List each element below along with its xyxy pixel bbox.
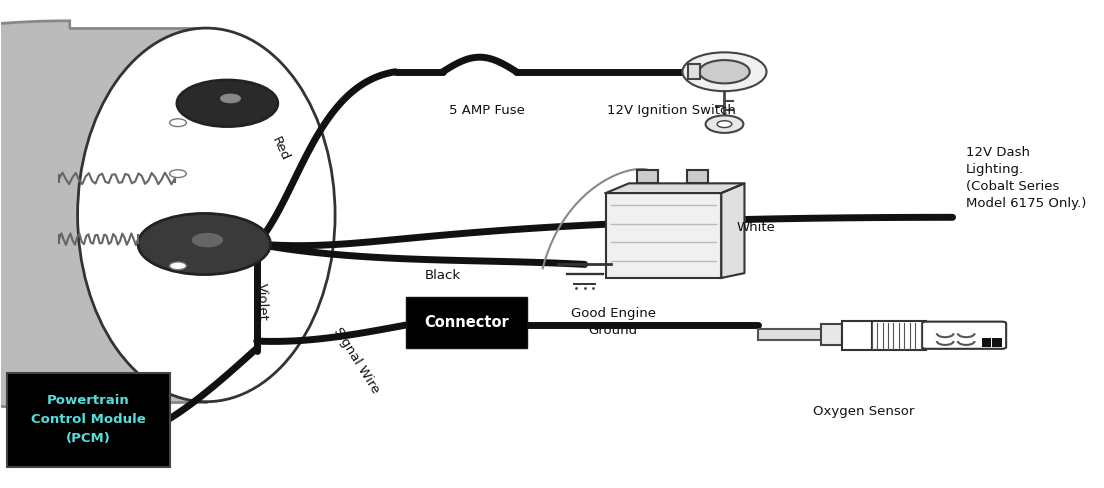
Text: 5 AMP Fuse: 5 AMP Fuse	[449, 104, 524, 117]
Text: Black: Black	[425, 269, 460, 282]
Circle shape	[138, 213, 270, 275]
Circle shape	[192, 233, 223, 247]
Text: Oxygen Sensor: Oxygen Sensor	[813, 405, 914, 418]
FancyBboxPatch shape	[922, 322, 1006, 349]
FancyBboxPatch shape	[842, 321, 872, 350]
Text: 12V Ignition Switch: 12V Ignition Switch	[607, 104, 736, 117]
FancyBboxPatch shape	[0, 28, 216, 402]
Circle shape	[170, 170, 187, 178]
Text: Connector: Connector	[424, 315, 509, 330]
FancyBboxPatch shape	[7, 372, 170, 467]
Text: Signal Wire: Signal Wire	[331, 325, 382, 396]
FancyBboxPatch shape	[758, 329, 831, 340]
FancyBboxPatch shape	[637, 170, 658, 183]
FancyBboxPatch shape	[992, 338, 1002, 347]
Circle shape	[170, 262, 187, 270]
FancyBboxPatch shape	[981, 338, 991, 347]
Text: Good Engine
Ground: Good Engine Ground	[571, 306, 656, 337]
FancyBboxPatch shape	[687, 170, 708, 183]
FancyBboxPatch shape	[406, 297, 527, 348]
Circle shape	[705, 116, 743, 133]
Circle shape	[682, 52, 766, 91]
FancyBboxPatch shape	[606, 193, 721, 278]
Text: Violet: Violet	[255, 283, 269, 322]
Circle shape	[170, 119, 187, 126]
Polygon shape	[606, 183, 744, 193]
Circle shape	[220, 94, 241, 103]
Text: Powertrain
Control Module
(PCM): Powertrain Control Module (PCM)	[31, 394, 146, 446]
Circle shape	[699, 60, 750, 83]
Circle shape	[177, 80, 278, 126]
Text: 12V Dash
Lighting.
(Cobalt Series
Model 6175 Only.): 12V Dash Lighting. (Cobalt Series Model …	[966, 146, 1086, 210]
Wedge shape	[0, 21, 70, 409]
Circle shape	[718, 121, 732, 127]
Polygon shape	[721, 183, 744, 278]
Text: Red: Red	[268, 135, 291, 163]
Ellipse shape	[77, 28, 336, 402]
FancyBboxPatch shape	[688, 64, 700, 79]
FancyBboxPatch shape	[872, 321, 926, 350]
FancyBboxPatch shape	[821, 324, 842, 345]
Text: White: White	[736, 221, 775, 234]
